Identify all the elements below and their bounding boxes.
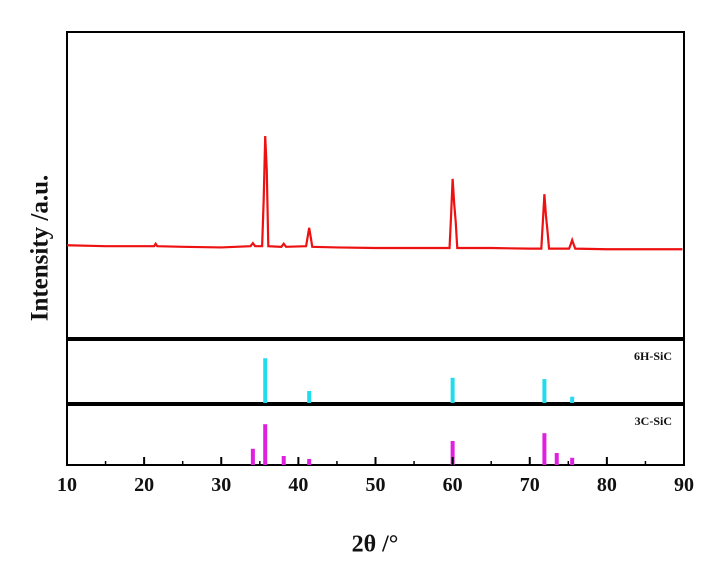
x-tick-label: 60 [443, 474, 463, 496]
y-axis-label: Intensity /a.u. [27, 175, 54, 322]
x-tick-label: 40 [288, 474, 308, 496]
x-tick-label: 20 [134, 474, 154, 496]
phase-label: 6H-SiC [634, 349, 672, 363]
x-tick-label: 50 [366, 474, 386, 496]
xrd-pattern [66, 135, 683, 251]
x-tick-label: 10 [57, 474, 77, 496]
panel-frame [66, 339, 685, 404]
x-tick-label: 80 [597, 474, 617, 496]
x-tick-label: 30 [211, 474, 231, 496]
x-axis-label: 2θ /° [352, 532, 399, 558]
panel-frame [66, 31, 685, 339]
panel-frame [66, 404, 685, 466]
x-tick-label: 90 [674, 474, 694, 496]
phase-label: 3C-SiC [635, 414, 672, 428]
x-tick-label: 70 [520, 474, 540, 496]
